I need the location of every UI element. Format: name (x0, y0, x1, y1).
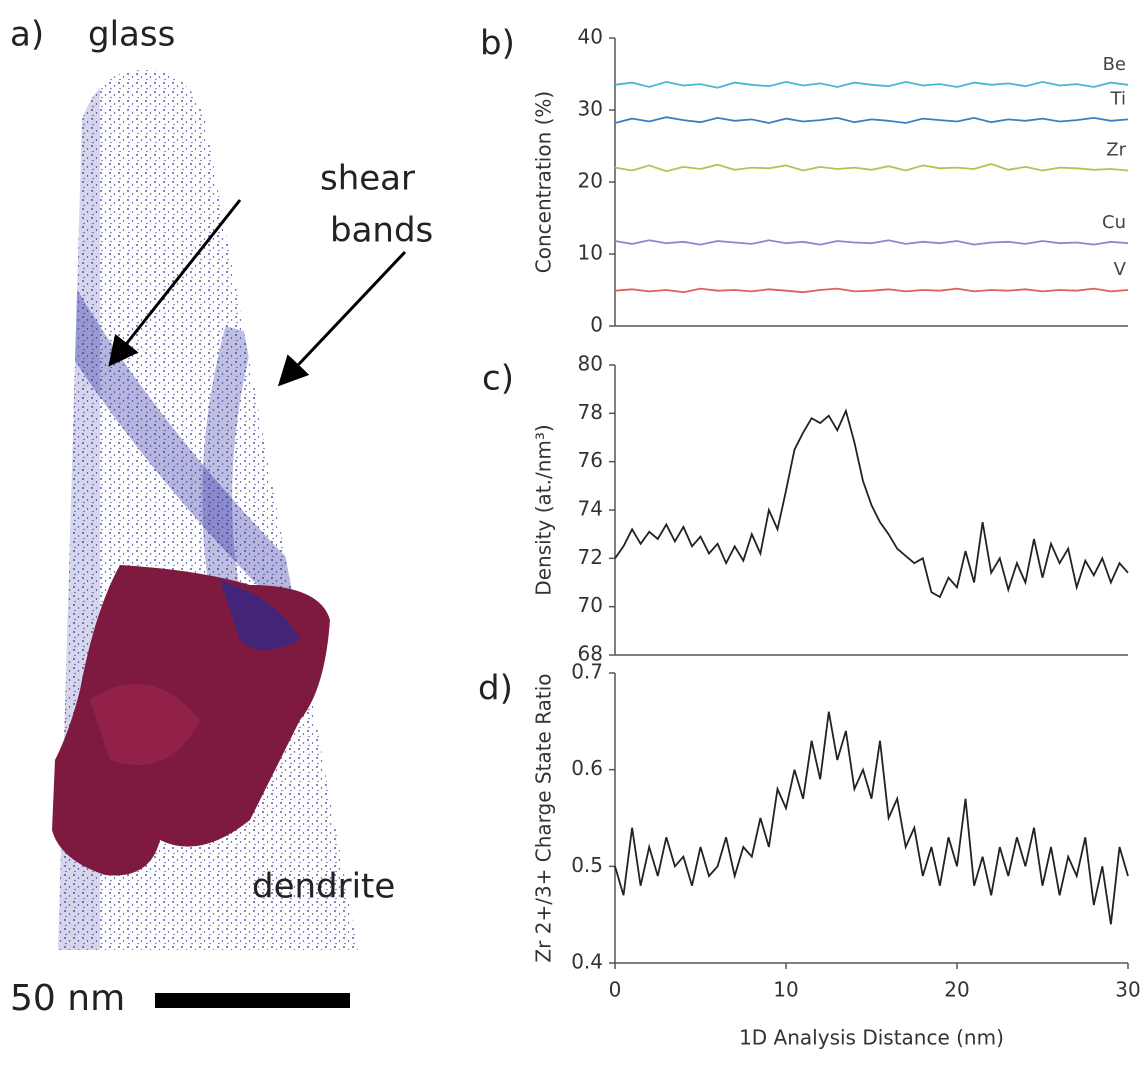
y-tick-label: 68 (578, 642, 603, 666)
arrow (108, 199, 242, 367)
scale-bar (155, 993, 350, 1008)
x-tick-label: 0 (609, 978, 622, 1002)
y-tick-label: 0.5 (571, 853, 603, 877)
y-tick-label: 40 (578, 25, 603, 49)
annotation: glass (88, 15, 175, 55)
y-tick-label: 74 (578, 497, 603, 521)
annotation: dendrite (252, 867, 395, 907)
y-axis-label: Concentration (%) (532, 91, 556, 273)
y-tick-label: 0.7 (571, 660, 603, 684)
annotation: bands (330, 211, 433, 251)
line (614, 163, 1129, 173)
y-tick-label: 80 (578, 352, 603, 376)
scale-label: 50 nm (10, 978, 125, 1019)
y-axis-label: Zr 2+/3+ Charge State Ratio (532, 673, 556, 962)
series-label: Cu (1102, 212, 1126, 233)
line (614, 287, 1129, 294)
y-tick-label: 20 (578, 169, 603, 193)
panel-label: b) (480, 24, 515, 64)
y-tick-label: 78 (578, 400, 603, 424)
panel-label: c) (482, 359, 514, 399)
line (614, 711, 1129, 925)
y-axis-label: Density (at./nm³) (532, 424, 556, 595)
series-label: Be (1103, 54, 1126, 75)
y-tick-label: 76 (578, 448, 603, 472)
x-axis-label: 1D Analysis Distance (nm) (739, 1026, 1004, 1050)
x-tick-label: 10 (773, 978, 798, 1002)
x-tick-label: 20 (944, 978, 969, 1002)
y-tick-label: 0.6 (571, 756, 603, 780)
y-tick-label: 10 (578, 241, 603, 265)
arrow (277, 250, 407, 387)
x-tick-label: 30 (1115, 978, 1140, 1002)
y-tick-label: 0.4 (571, 950, 603, 974)
series-label: V (1114, 259, 1127, 280)
y-tick-label: 0 (590, 313, 603, 337)
y-tick-label: 30 (578, 97, 603, 121)
annotation: shear (320, 159, 415, 199)
series-label: Ti (1110, 88, 1126, 109)
panel-label: a) (10, 15, 44, 55)
line (614, 116, 1129, 124)
line (614, 408, 1129, 599)
line (614, 239, 1129, 246)
series-label: Zr (1106, 139, 1126, 160)
y-tick-label: 70 (578, 593, 603, 617)
panel-label: d) (478, 669, 513, 709)
y-tick-label: 72 (578, 545, 603, 569)
line (614, 80, 1129, 89)
